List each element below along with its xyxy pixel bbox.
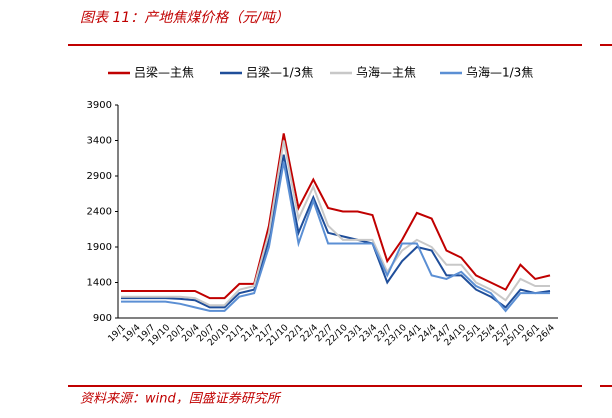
chart-title: 图表 11：产地焦煤价格（元/吨）	[80, 10, 289, 26]
series-line	[121, 133, 551, 300]
x-tick-label: 26/4	[536, 323, 558, 345]
y-tick-label: 3900	[87, 100, 112, 111]
y-tick-label: 900	[93, 313, 112, 324]
legend-label: 吕梁—主焦	[134, 65, 194, 80]
series-line	[121, 161, 550, 313]
legend-label: 吕梁—1/3焦	[246, 65, 313, 80]
legend-label: 乌海—1/3焦	[466, 65, 533, 80]
y-tick-label: 1900	[87, 242, 112, 253]
source: 资料来源：wind，国盛证券研究所	[80, 391, 282, 407]
y-tick-label: 2400	[87, 207, 112, 218]
y-tick-label: 2900	[87, 171, 112, 182]
y-tick-label: 1400	[87, 278, 112, 289]
legend-label: 乌海—主焦	[356, 65, 416, 80]
y-tick-label: 3400	[87, 136, 112, 147]
series-line	[121, 154, 551, 309]
series-line	[121, 140, 550, 307]
